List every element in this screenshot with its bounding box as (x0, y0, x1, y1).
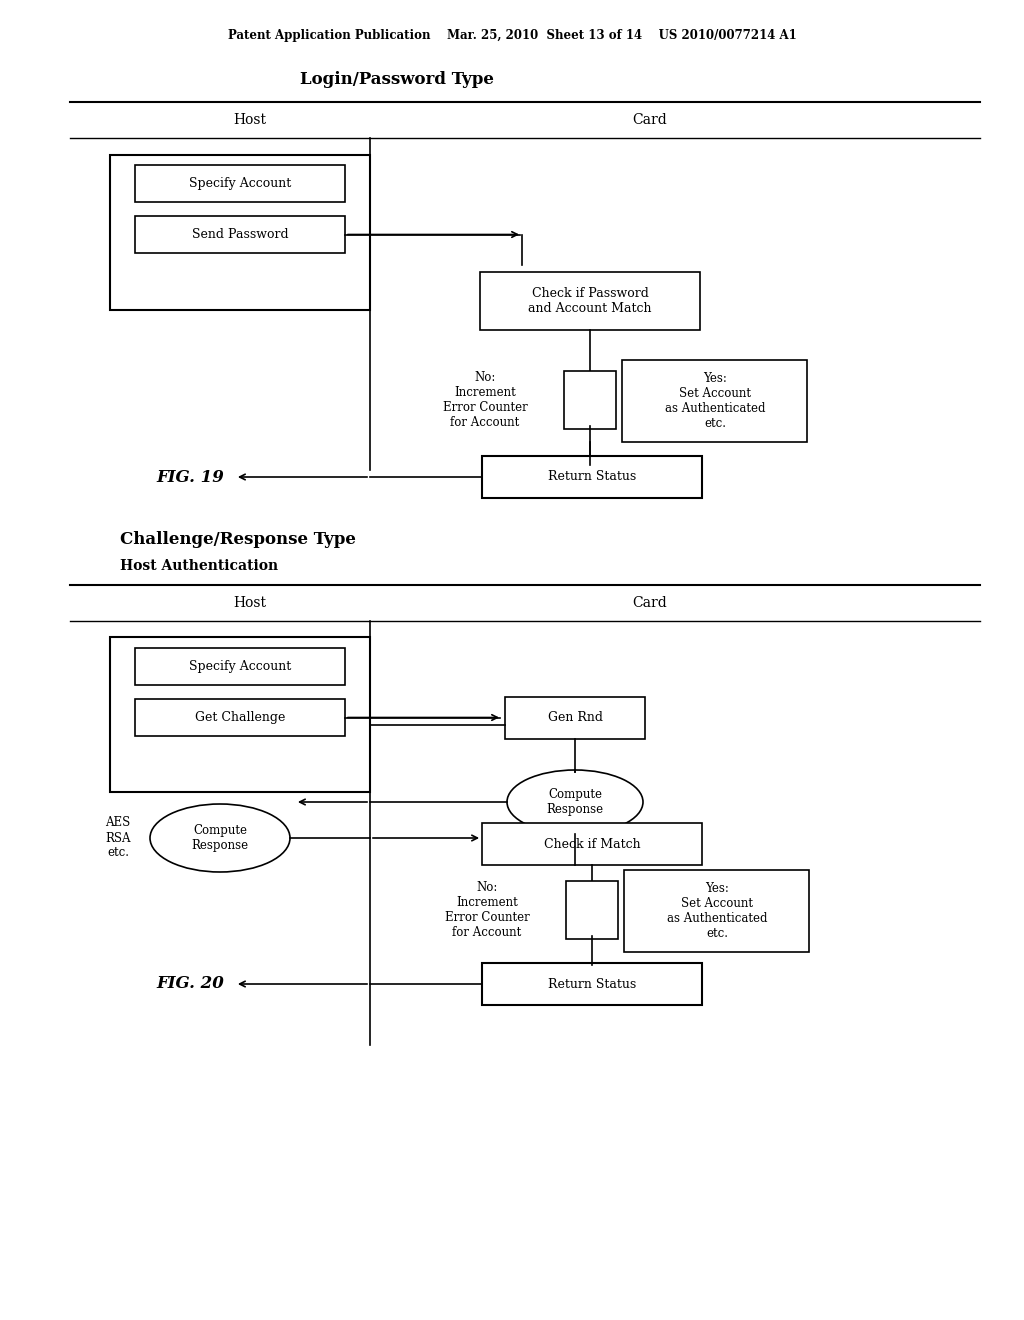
Text: Host Authentication: Host Authentication (120, 558, 279, 573)
Bar (564, 371, 616, 429)
Text: Check if Password
and Account Match: Check if Password and Account Match (528, 286, 651, 315)
Bar (135, 700, 345, 737)
Bar (110, 638, 370, 792)
Text: Return Status: Return Status (548, 470, 636, 483)
Text: No:
Increment
Error Counter
for Account: No: Increment Error Counter for Account (442, 371, 527, 429)
Bar (624, 870, 809, 952)
Text: FIG. 19: FIG. 19 (156, 469, 224, 486)
Text: Card: Card (633, 114, 668, 127)
Text: Check if Match: Check if Match (544, 837, 640, 850)
Bar (482, 455, 702, 498)
Text: Gen Rnd: Gen Rnd (548, 711, 602, 723)
Bar (135, 648, 345, 685)
Text: Yes:
Set Account
as Authenticated
etc.: Yes: Set Account as Authenticated etc. (665, 372, 765, 430)
Text: Send Password: Send Password (191, 228, 289, 242)
Ellipse shape (150, 804, 290, 873)
Text: No:
Increment
Error Counter
for Account: No: Increment Error Counter for Account (444, 880, 529, 939)
Ellipse shape (507, 770, 643, 834)
Bar (480, 272, 700, 330)
Text: Return Status: Return Status (548, 978, 636, 990)
Text: Compute
Response: Compute Response (191, 824, 249, 851)
Text: Compute
Response: Compute Response (547, 788, 603, 816)
Text: Login/Password Type: Login/Password Type (300, 71, 494, 88)
Bar (505, 697, 645, 739)
Text: Get Challenge: Get Challenge (195, 711, 286, 723)
Bar (482, 964, 702, 1005)
Bar (622, 360, 807, 442)
Text: FIG. 20: FIG. 20 (156, 975, 224, 993)
Text: Patent Application Publication    Mar. 25, 2010  Sheet 13 of 14    US 2010/00772: Patent Application Publication Mar. 25, … (227, 29, 797, 41)
Text: Specify Account: Specify Account (188, 660, 291, 673)
Text: Host: Host (233, 597, 266, 610)
Bar (110, 154, 370, 310)
Text: Host: Host (233, 114, 266, 127)
Bar (135, 165, 345, 202)
Text: Card: Card (633, 597, 668, 610)
Text: AES
RSA
etc.: AES RSA etc. (105, 817, 131, 859)
Text: Yes:
Set Account
as Authenticated
etc.: Yes: Set Account as Authenticated etc. (667, 882, 767, 940)
Bar (482, 822, 702, 865)
Bar (566, 882, 618, 939)
Bar (135, 216, 345, 253)
Text: Specify Account: Specify Account (188, 177, 291, 190)
Text: Challenge/Response Type: Challenge/Response Type (120, 532, 356, 549)
